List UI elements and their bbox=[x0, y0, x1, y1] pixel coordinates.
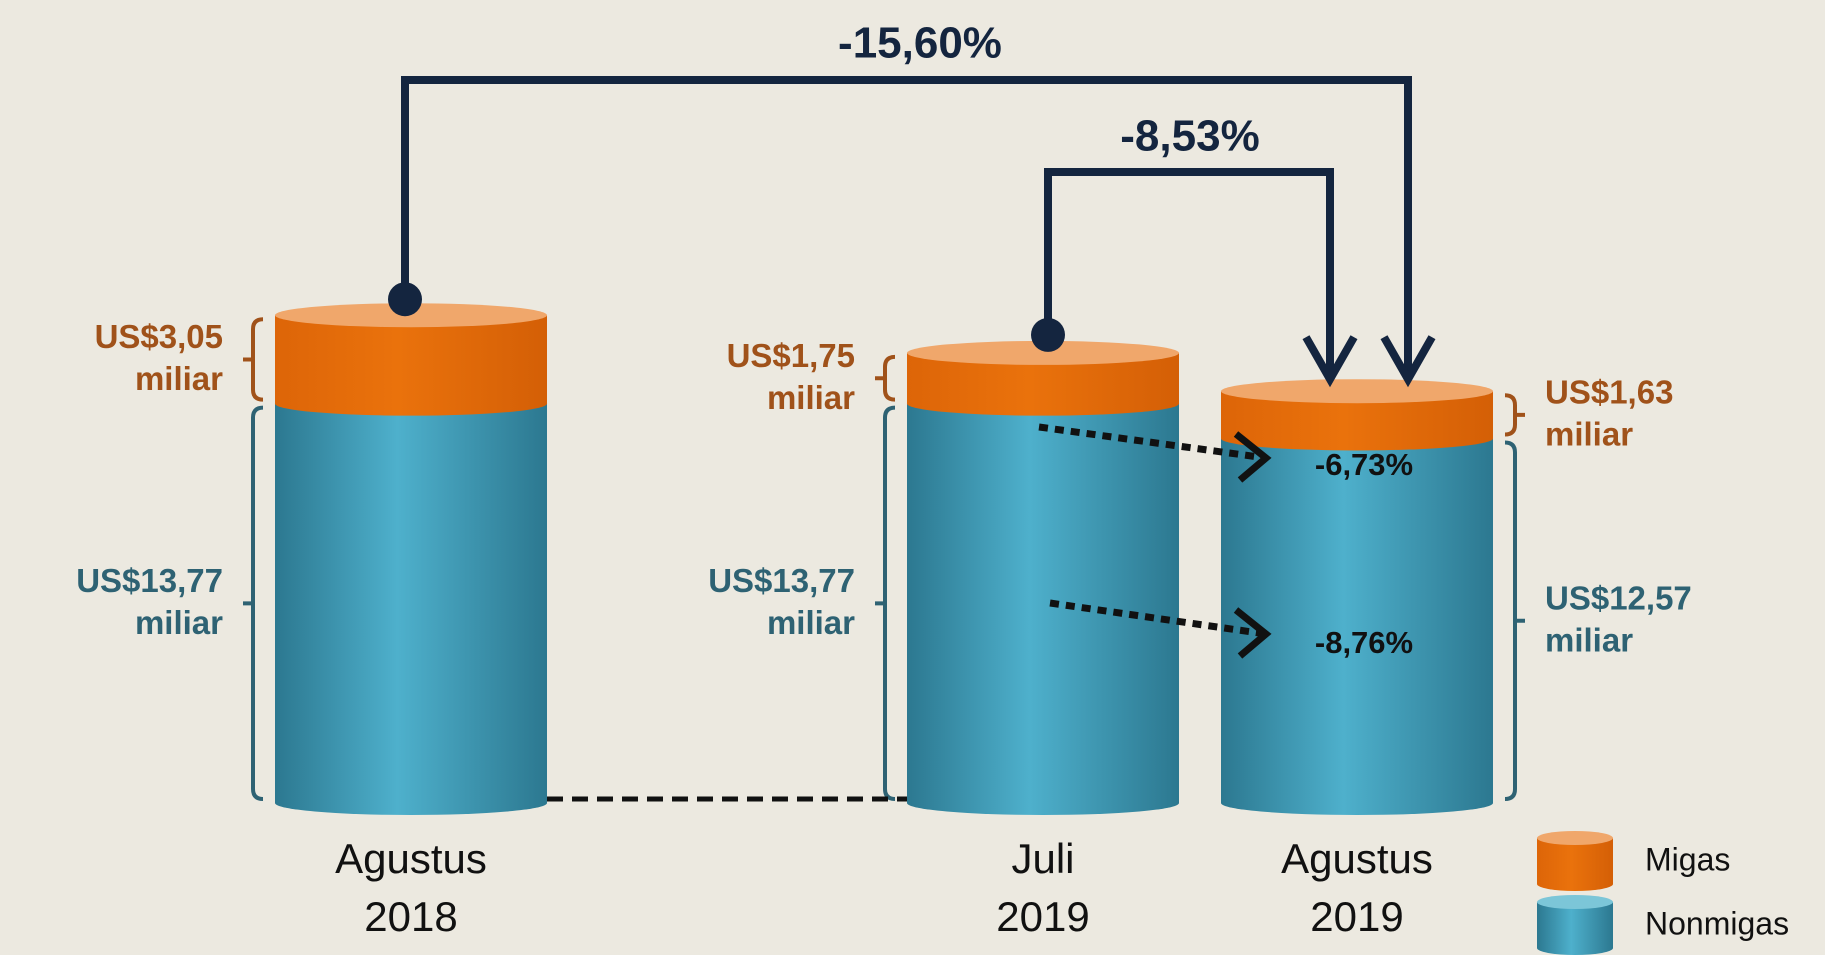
annotation: -15,60% bbox=[838, 19, 1002, 68]
connector bbox=[1044, 168, 1334, 380]
legend-swatch bbox=[1537, 902, 1613, 948]
legend-swatch-top bbox=[1537, 895, 1613, 909]
value-label: miliar bbox=[767, 604, 855, 641]
annotation: -8,76% bbox=[1315, 625, 1413, 660]
connector-dot bbox=[1031, 317, 1065, 352]
arrow-head bbox=[1233, 607, 1272, 659]
dotted-arrow bbox=[1049, 599, 1267, 638]
cylinder-cap bbox=[907, 391, 1179, 416]
cylinder-cap bbox=[907, 791, 1179, 815]
cylinder-cap bbox=[1221, 426, 1493, 451]
bracket bbox=[1504, 440, 1525, 801]
cylinder-segment bbox=[275, 315, 547, 404]
arrow-head bbox=[1302, 335, 1358, 388]
cylinder-segment bbox=[275, 403, 547, 803]
cylinder-top bbox=[1221, 379, 1493, 404]
arrow-head bbox=[1380, 335, 1436, 388]
value-label: miliar bbox=[1545, 621, 1633, 658]
x-tick-label: 2019 bbox=[1310, 893, 1403, 940]
x-tick-label: 2019 bbox=[996, 893, 1089, 940]
value-label: US$1,63 bbox=[1545, 374, 1673, 411]
cylinder-top bbox=[275, 303, 547, 328]
x-tick-label: Agustus bbox=[335, 835, 487, 882]
value-label: miliar bbox=[135, 360, 223, 397]
cylinder-cap bbox=[1221, 791, 1493, 815]
value-label: US$12,57 bbox=[1545, 579, 1692, 616]
x-tick-label: 2018 bbox=[364, 893, 457, 940]
value-label: miliar bbox=[767, 379, 855, 416]
legend-label: Nonmigas bbox=[1645, 905, 1789, 941]
legend-swatch-cap bbox=[1537, 877, 1613, 891]
arrow-head bbox=[1233, 431, 1272, 483]
bracket bbox=[243, 405, 264, 801]
value-label: US$1,75 bbox=[727, 337, 855, 374]
legend-swatch-top bbox=[1537, 831, 1613, 845]
bracket bbox=[875, 405, 896, 801]
annotation: -6,73% bbox=[1315, 447, 1413, 482]
connector-dot bbox=[388, 282, 422, 317]
bracket bbox=[875, 354, 896, 402]
cylinder-top bbox=[907, 340, 1179, 365]
value-label: miliar bbox=[1545, 416, 1633, 453]
cylinder-segment bbox=[1221, 438, 1493, 803]
value-label: US$3,05 bbox=[95, 318, 223, 355]
connector bbox=[401, 76, 1412, 380]
x-tick-label: Agustus bbox=[1281, 835, 1433, 882]
legend-label: Migas bbox=[1645, 841, 1730, 877]
cylinder-segment bbox=[907, 403, 1179, 803]
legend-swatch-cap bbox=[1537, 941, 1613, 955]
value-label: US$13,77 bbox=[76, 562, 223, 599]
value-label: US$13,77 bbox=[708, 562, 855, 599]
legend-swatch bbox=[1537, 838, 1613, 884]
dotted-arrow bbox=[1038, 423, 1267, 462]
cylinder-cap bbox=[275, 391, 547, 416]
annotation: -8,53% bbox=[1120, 112, 1259, 161]
bracket bbox=[243, 317, 264, 402]
x-tick-label: Juli bbox=[1011, 835, 1074, 882]
cylinder-cap bbox=[275, 791, 547, 815]
bracket bbox=[1504, 393, 1525, 437]
value-label: miliar bbox=[135, 604, 223, 641]
